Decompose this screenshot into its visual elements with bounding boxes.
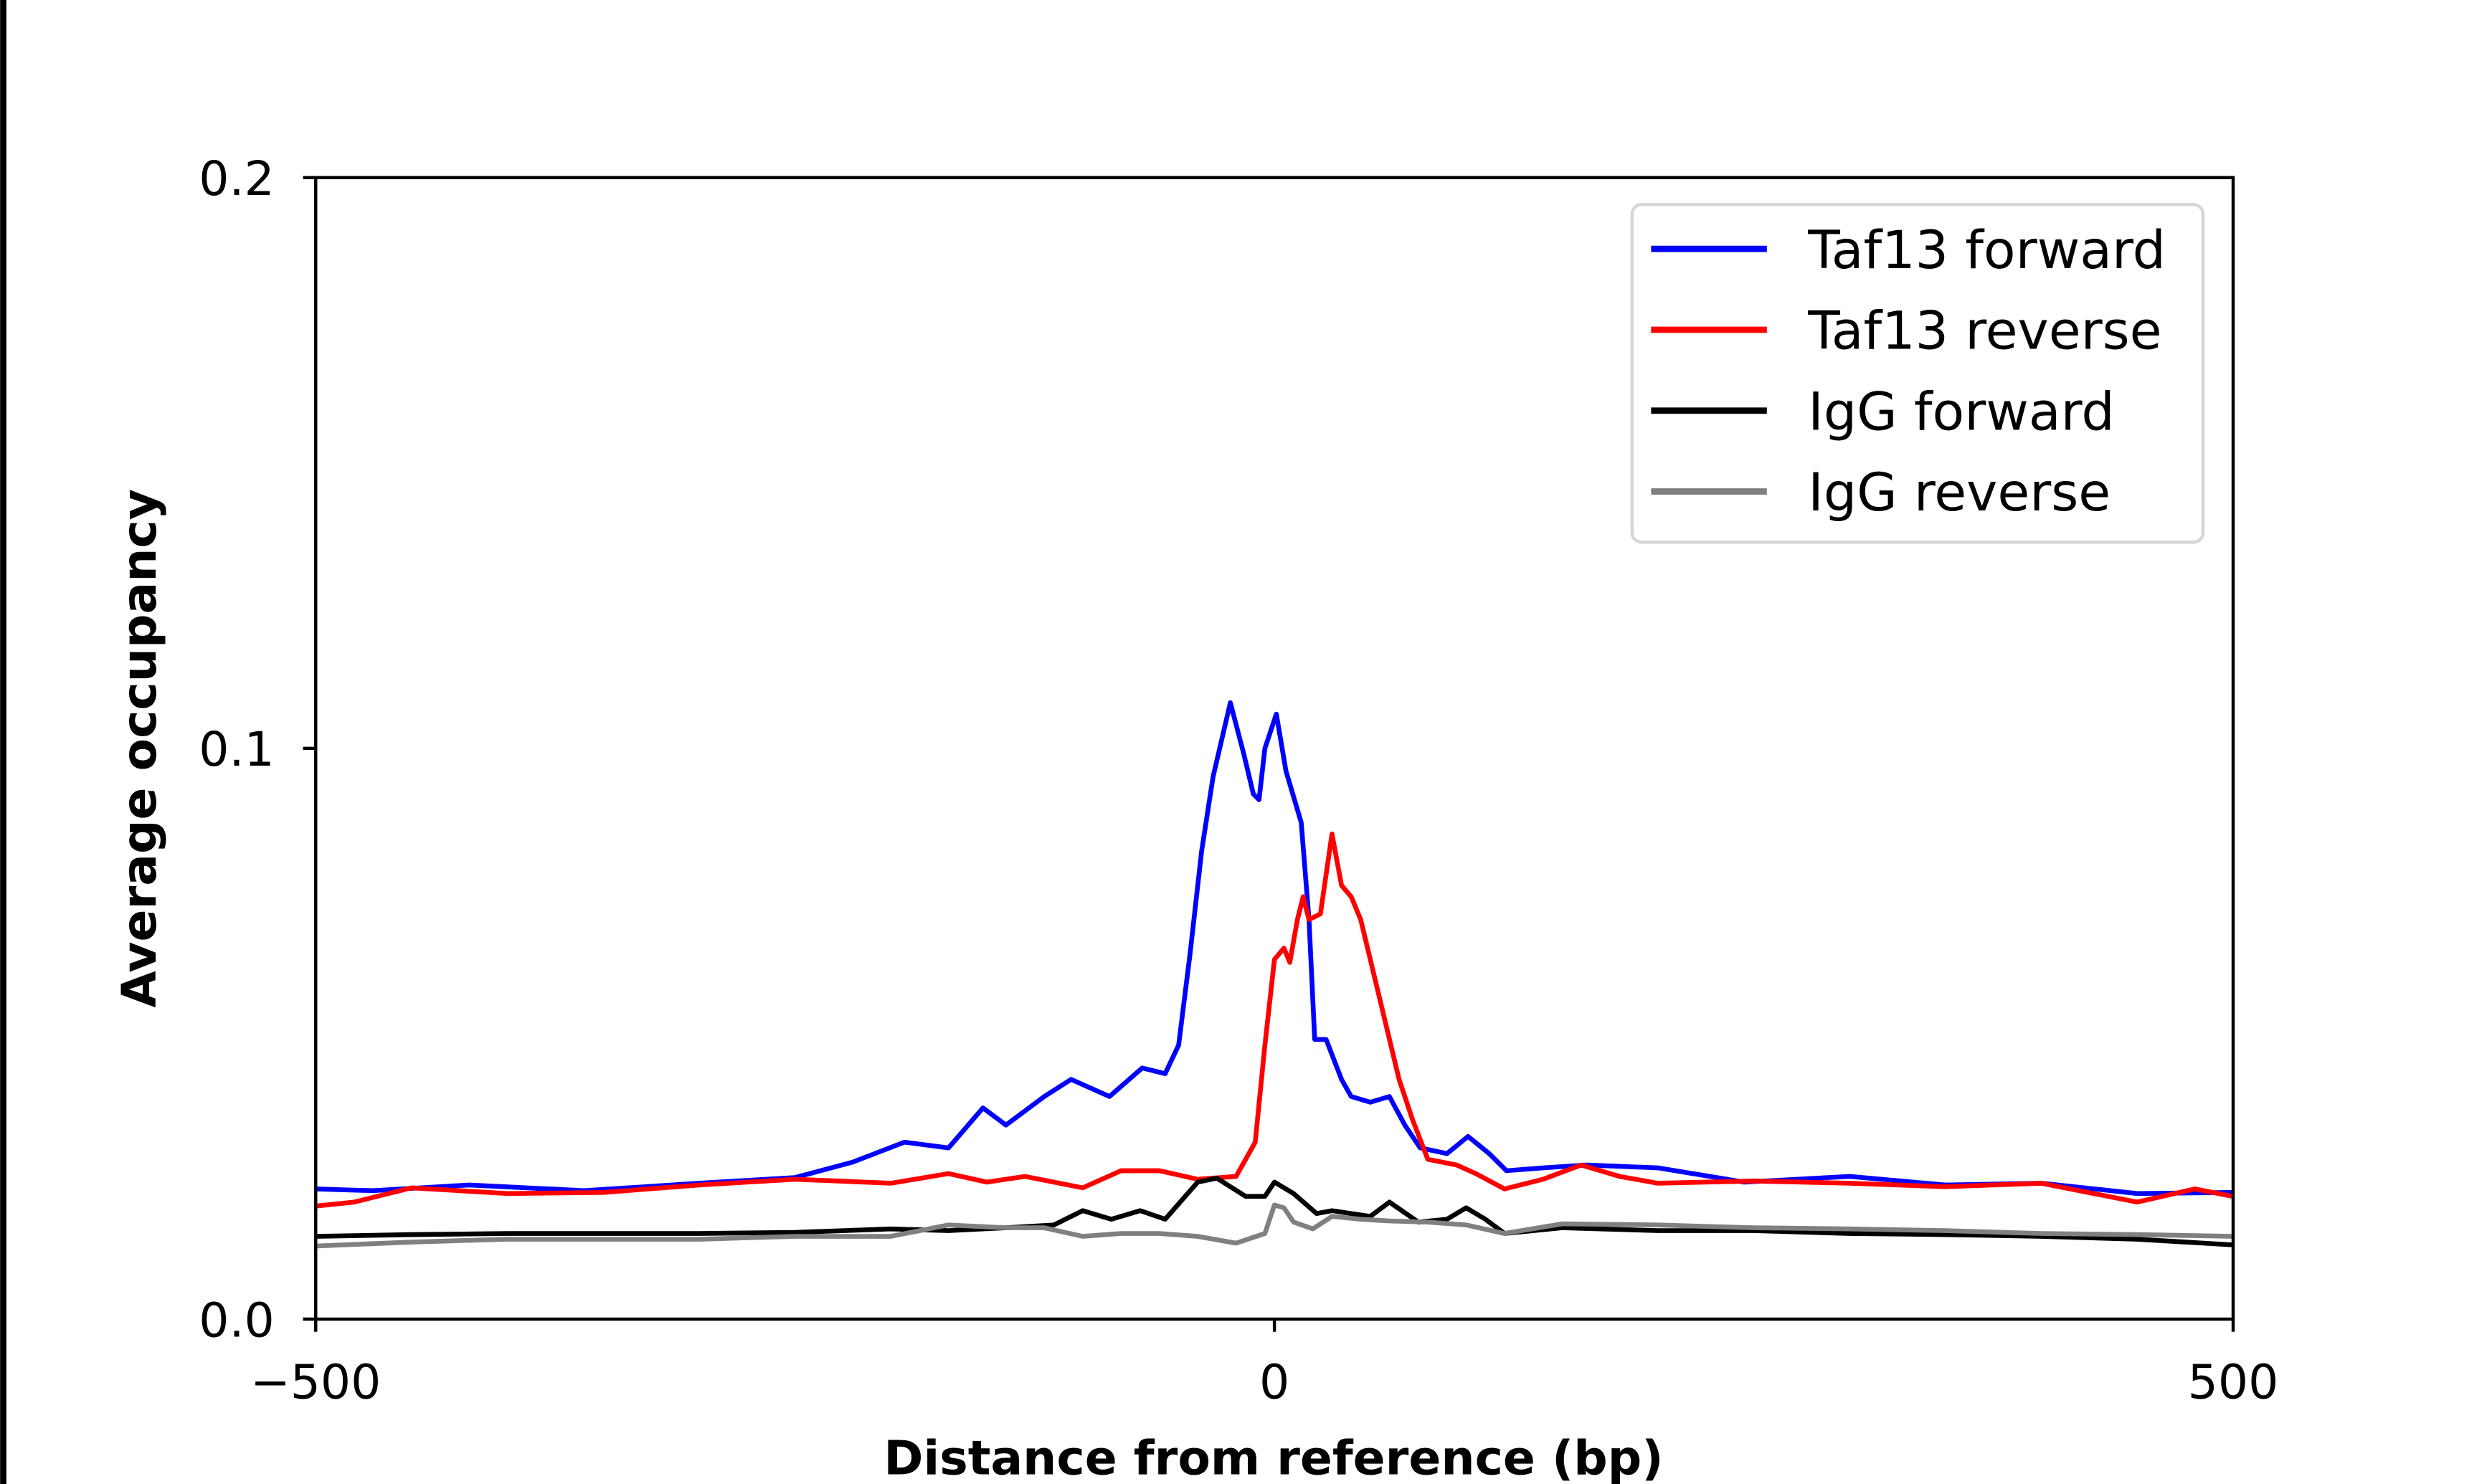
y-tick-label: 0.2 [199,151,274,206]
x-tick-label: −500 [250,1354,381,1410]
series-line-igg-reverse [316,1202,2234,1249]
series-line-taf13-reverse [315,831,2234,1209]
x-tick-label: 0 [1259,1354,1289,1410]
axis-ticks: −500 0 500 0.0 0.1 0.2 [199,151,2278,1410]
series-line-taf13-forward [316,700,2234,1197]
x-axis-title: Distance from reference (bp) [884,1430,1663,1484]
y-tick-label: 0.0 [199,1292,274,1348]
legend-label: IgG reverse [1808,462,2111,523]
y-axis-title: Average occupancy [111,489,167,1008]
x-tick-label: 500 [2188,1354,2279,1410]
legend-label: IgG forward [1808,381,2114,442]
series-line-igg-forward [316,1176,2234,1247]
legend-label: Taf13 forward [1807,220,2166,281]
series-lines [315,700,2234,1249]
legend-box [1630,203,2205,544]
legend-label: Taf13 reverse [1807,301,2161,362]
y-tick-label: 0.1 [199,721,274,777]
legend: Taf13 forward Taf13 reverse IgG forward IgG… [1630,203,2205,544]
left-edge-border [0,0,7,1484]
